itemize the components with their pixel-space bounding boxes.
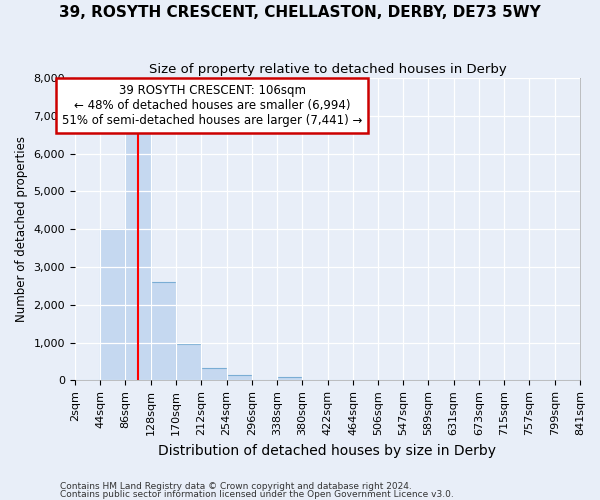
Bar [227,374,252,380]
Bar [277,376,302,380]
X-axis label: Distribution of detached houses by size in Derby: Distribution of detached houses by size … [158,444,496,458]
Bar [151,282,176,380]
Bar [176,344,202,380]
Bar [125,131,151,380]
Y-axis label: Number of detached properties: Number of detached properties [15,136,28,322]
Bar [100,229,125,380]
Text: 39, ROSYTH CRESCENT, CHELLASTON, DERBY, DE73 5WY: 39, ROSYTH CRESCENT, CHELLASTON, DERBY, … [59,5,541,20]
Text: Contains public sector information licensed under the Open Government Licence v3: Contains public sector information licen… [60,490,454,499]
Title: Size of property relative to detached houses in Derby: Size of property relative to detached ho… [149,62,506,76]
Text: 39 ROSYTH CRESCENT: 106sqm
← 48% of detached houses are smaller (6,994)
51% of s: 39 ROSYTH CRESCENT: 106sqm ← 48% of deta… [62,84,362,126]
Text: Contains HM Land Registry data © Crown copyright and database right 2024.: Contains HM Land Registry data © Crown c… [60,482,412,491]
Bar [202,368,227,380]
